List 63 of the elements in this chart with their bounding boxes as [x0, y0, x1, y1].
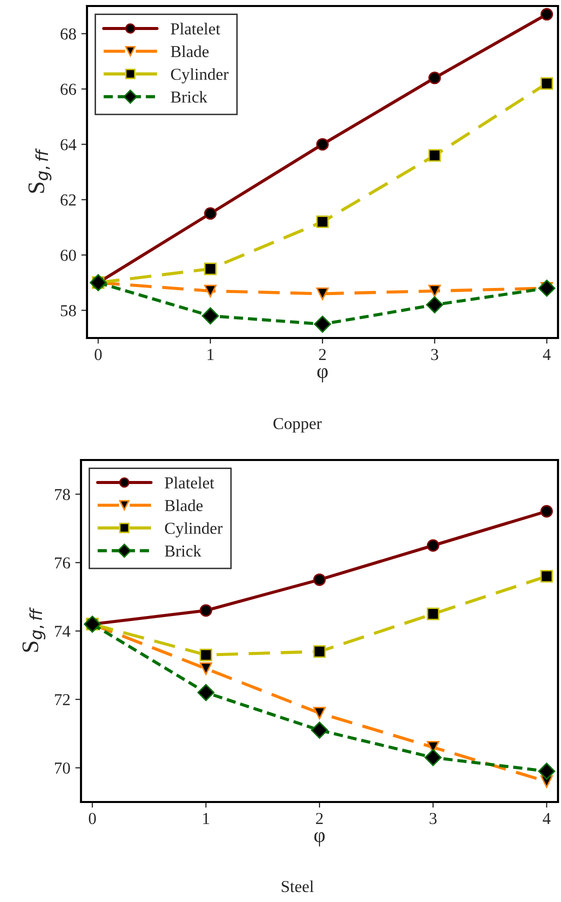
point: [313, 706, 326, 720]
y-tick-label: 76: [55, 557, 70, 569]
x-axis-title: φ: [317, 368, 328, 382]
y-tick-label: 64: [60, 139, 76, 150]
x-tick-label: 3: [431, 348, 438, 360]
legend-label: Cylinder: [171, 68, 229, 84]
y-tick-label: 68: [60, 28, 76, 40]
point: [428, 149, 441, 162]
x-tick-label: 0: [88, 812, 96, 824]
point: [540, 570, 553, 583]
legend-label: Cylinder: [165, 522, 223, 538]
point: [424, 748, 442, 766]
point: [316, 138, 329, 151]
legend-label: Blade: [170, 45, 209, 58]
point: [313, 573, 326, 586]
point: [426, 539, 440, 552]
x-tick-label: 1: [203, 812, 210, 824]
point: [204, 262, 217, 276]
x-axis-title: φ: [314, 832, 325, 846]
x-tick-label: 3: [430, 812, 437, 824]
point: [316, 287, 329, 300]
legend-label: Brick: [170, 90, 208, 103]
x-tick-label: 2: [316, 812, 323, 824]
point: [200, 662, 212, 675]
text: Steel: [282, 880, 314, 892]
legend-label: Platelet: [170, 22, 220, 34]
x-tick-label: 4: [542, 349, 551, 360]
x-tick-label: 1: [208, 348, 214, 360]
point: [538, 762, 556, 780]
text: Copper: [273, 418, 322, 433]
y-tick-label: 74: [55, 626, 70, 637]
y-axis-title: S$_{g,ff}$: [22, 607, 46, 652]
y-axis-title: S$_{g,ff}$: [28, 148, 52, 193]
point: [200, 648, 212, 662]
point: [540, 505, 553, 518]
point: [540, 8, 554, 21]
point: [204, 284, 217, 298]
y-tick-label: 78: [55, 488, 70, 500]
point: [428, 72, 441, 84]
point: [540, 77, 554, 90]
point: [197, 684, 214, 702]
point: [428, 284, 441, 298]
legend-label: Blade: [164, 499, 203, 512]
x-tick-label: 2: [319, 348, 326, 360]
point: [316, 216, 329, 228]
x-tick-label: 4: [542, 813, 551, 824]
point: [200, 604, 212, 617]
point: [202, 307, 219, 324]
y-tick-label: 60: [60, 250, 76, 261]
point: [310, 722, 328, 739]
point: [426, 608, 440, 620]
y-tick-label: 66: [60, 84, 76, 95]
legend-label: Brick: [164, 544, 202, 557]
y-tick-label: 72: [55, 694, 70, 706]
point: [426, 296, 444, 314]
y-tick-label: 62: [60, 194, 76, 206]
point: [204, 207, 217, 220]
y-tick-label: 58: [60, 305, 76, 316]
y-tick-label: 70: [55, 762, 70, 774]
point: [313, 645, 326, 658]
x-tick-label: 0: [94, 348, 102, 360]
point: [314, 316, 332, 333]
legend-label: Platelet: [164, 476, 214, 488]
